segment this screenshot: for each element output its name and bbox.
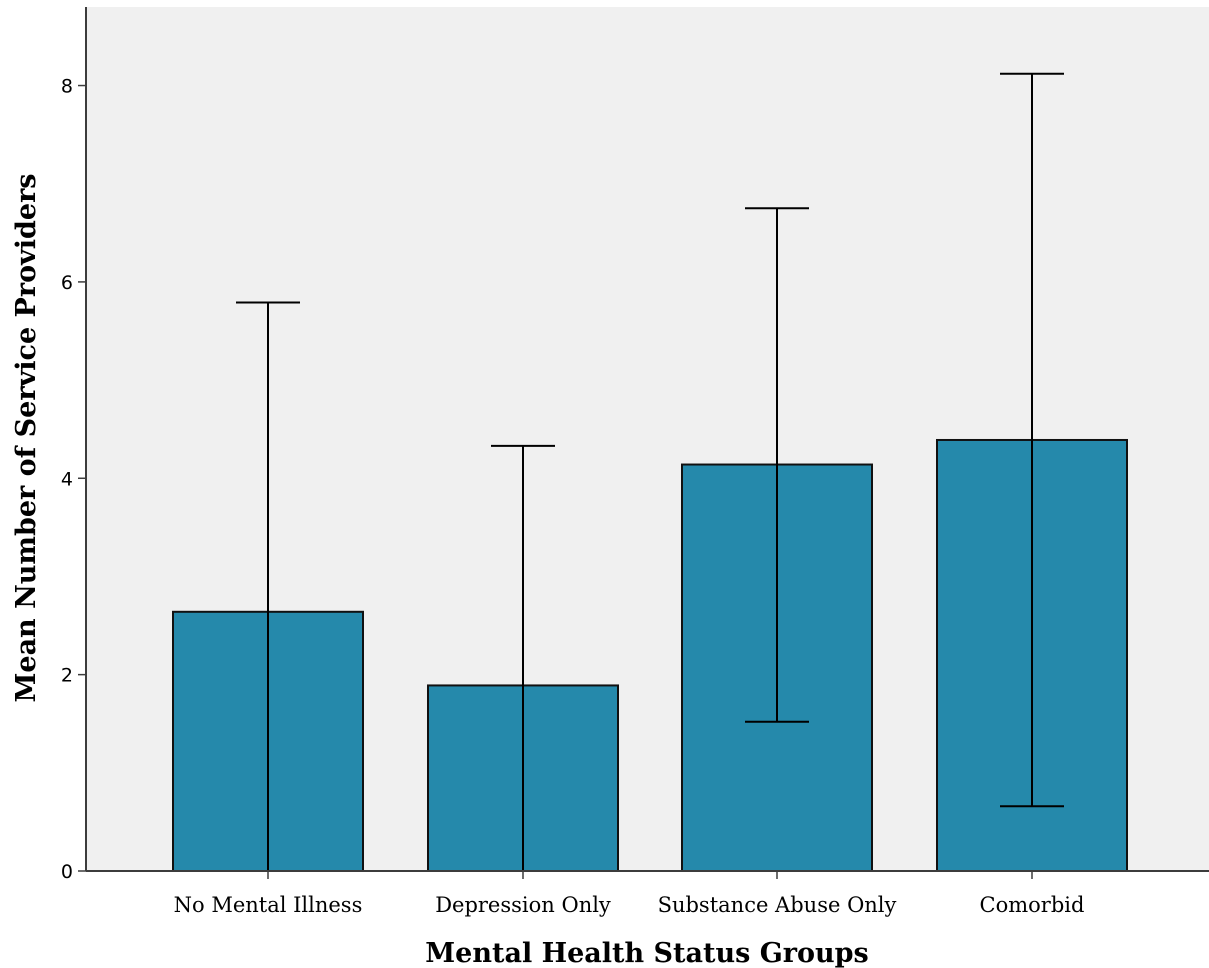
x-tick-label: No Mental Illness — [174, 893, 363, 917]
error-bars — [236, 72, 1064, 871]
x-tick-label: Comorbid — [980, 893, 1085, 917]
y-tick-label: 4 — [61, 468, 73, 490]
y-tick-label: 8 — [61, 76, 73, 98]
y-axis: 0 2 4 6 8 — [61, 7, 87, 883]
y-tick-label: 0 — [61, 861, 73, 883]
x-axis: No Mental Illness Depression Only Substanc… — [86, 870, 1209, 917]
x-tick-label: Substance Abuse Only — [658, 893, 897, 917]
x-tick-label: Depression Only — [435, 893, 611, 917]
x-axis-title: Mental Health Status Groups — [425, 938, 868, 968]
y-axis-title: Mean Number of Service Providers — [11, 173, 42, 702]
y-tick-label: 2 — [61, 665, 73, 687]
y-tick-label: 6 — [61, 272, 73, 294]
